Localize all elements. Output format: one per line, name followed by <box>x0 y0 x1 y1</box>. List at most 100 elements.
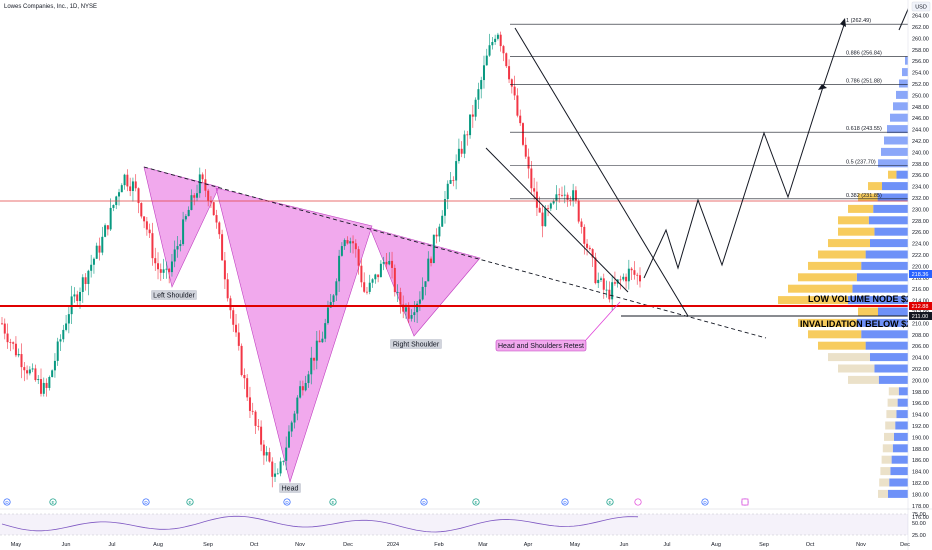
candle-body <box>95 245 98 259</box>
candle-body <box>527 156 530 169</box>
time-tick: Dec <box>343 542 353 548</box>
candle-body <box>627 268 630 282</box>
candle-body <box>268 452 271 462</box>
candle-body <box>304 382 307 391</box>
event-marker-icon[interactable]: E <box>606 498 614 506</box>
candle-body <box>388 260 391 265</box>
candle-body <box>385 261 388 265</box>
price-tag-support: 212.88 <box>909 302 932 310</box>
event-marker-icon[interactable]: D <box>3 498 11 506</box>
price-tick: 182.00 <box>912 481 929 487</box>
candle-body <box>460 148 463 154</box>
volume-bar-up <box>848 204 874 213</box>
candle-body <box>443 199 446 216</box>
candle-body <box>508 66 511 80</box>
candle-body <box>338 255 341 282</box>
event-marker-icon[interactable]: E <box>49 498 57 506</box>
time-tick: Aug <box>711 542 721 548</box>
fib-level-label: 0.5 (237.70) <box>846 160 876 166</box>
invalidation-label: INVALIDATION BELOW $211 <box>800 319 921 329</box>
candle-body <box>488 45 491 56</box>
time-tick: Jul <box>108 542 115 548</box>
price-tick: 256.00 <box>912 59 929 65</box>
candle-body <box>466 134 469 136</box>
volume-bar-down <box>895 421 908 430</box>
volume-bar-down <box>861 330 908 339</box>
event-marker-icon[interactable]: E <box>472 498 480 506</box>
candle-body <box>346 240 349 244</box>
svg-text:218.36: 218.36 <box>912 272 929 278</box>
candle-body <box>363 282 366 292</box>
candle-body <box>112 205 115 208</box>
svg-text:D: D <box>703 500 707 505</box>
event-marker-icon[interactable]: D <box>142 498 150 506</box>
svg-text:E: E <box>51 500 54 505</box>
candle-body <box>148 229 151 234</box>
volume-bar-up <box>818 250 866 259</box>
svg-text:E: E <box>188 500 191 505</box>
candle-body <box>519 115 522 124</box>
candle-body <box>307 374 310 383</box>
candle-body <box>608 289 611 300</box>
candle-body <box>449 179 452 184</box>
candle-body <box>636 274 639 276</box>
candle-body <box>491 42 494 46</box>
candle-body <box>301 386 304 391</box>
candle-body <box>555 194 558 201</box>
candle-body <box>190 195 193 210</box>
label-head: Head <box>279 483 301 493</box>
volume-bar-up <box>884 432 894 441</box>
candle-body <box>494 38 497 43</box>
volume-bar-up <box>858 307 878 316</box>
time-tick: Mar <box>478 542 488 548</box>
price-tick: 236.00 <box>912 173 929 179</box>
svg-text:E: E <box>608 500 611 505</box>
time-tick: Feb <box>434 542 443 548</box>
candle-body <box>73 294 76 297</box>
volume-bar-up <box>848 375 879 384</box>
volume-bar-up <box>808 261 862 270</box>
candle-body <box>248 397 251 411</box>
candle-body <box>563 194 566 196</box>
svg-text:D: D <box>144 500 148 505</box>
candle-body <box>6 333 9 343</box>
label-retest: Head and Shoulders Retest <box>495 339 587 352</box>
time-axis[interactable]: May Jun Jul Aug Sep Oct Nov Dec 2024 Feb Mar Apr May… <box>11 542 910 548</box>
price-tick: 190.00 <box>912 435 929 441</box>
label-right-shoulder: Right Shoulder <box>390 339 442 349</box>
event-markers[interactable]: DEDEDEDEDEDD <box>3 498 749 506</box>
price-tick: 234.00 <box>912 185 929 191</box>
split-icon[interactable] <box>741 498 749 506</box>
event-marker-icon[interactable]: D <box>420 498 428 506</box>
svg-text:D: D <box>422 500 426 505</box>
candle-body <box>212 202 215 216</box>
volume-bar-up <box>868 182 882 191</box>
candle-body <box>123 174 126 186</box>
neckline-dashed <box>143 166 767 339</box>
candle-body <box>574 190 577 201</box>
candle-body <box>162 269 165 273</box>
volume-bar-up <box>798 318 857 327</box>
candle-body <box>421 286 424 300</box>
price-axis[interactable]: USD 264.00 262.00 260.00 258.00 256.00 254.00… <box>907 0 932 550</box>
price-tick: 262.00 <box>912 25 929 31</box>
event-marker-icon[interactable]: D <box>701 498 709 506</box>
price-tick: 186.00 <box>912 458 929 464</box>
event-marker-icon[interactable]: E <box>186 498 194 506</box>
event-marker-icon[interactable]: E <box>329 498 337 506</box>
candle-body <box>485 55 488 66</box>
volume-bar-down <box>890 467 908 476</box>
svg-text:E: E <box>474 500 477 505</box>
volume-bar-down <box>896 410 908 419</box>
volume-bar-down <box>856 273 908 282</box>
event-marker-icon[interactable]: D <box>283 498 291 506</box>
candle-body <box>274 473 277 477</box>
price-tick: 248.00 <box>912 105 929 111</box>
candle-body <box>340 246 343 256</box>
earnings-upcoming-icon[interactable] <box>634 498 642 506</box>
candle-body <box>399 292 402 305</box>
volume-bar-down <box>896 170 908 179</box>
event-marker-icon[interactable]: D <box>561 498 569 506</box>
candle-body <box>59 339 62 342</box>
